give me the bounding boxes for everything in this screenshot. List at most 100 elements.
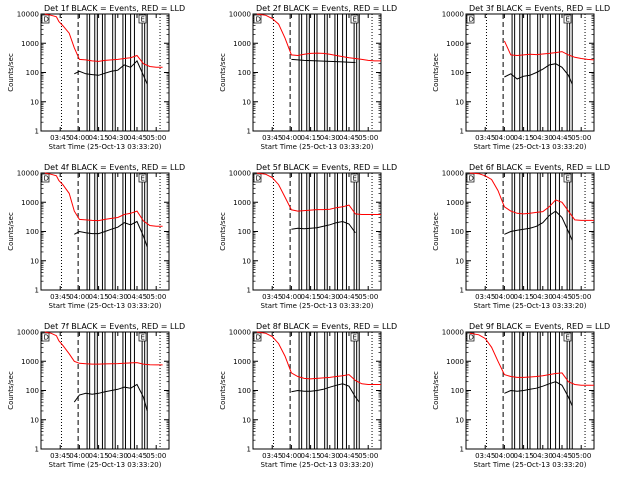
x-tick-label: 05:00 <box>571 452 591 460</box>
corner-box <box>253 173 262 183</box>
y-tick-label: 100 <box>238 387 251 395</box>
x-tick-label: 04:00 <box>69 293 89 301</box>
x-tick-label: 04:45 <box>339 452 359 460</box>
y-tick-label: 10000 <box>17 170 39 178</box>
y-tick-label: 10 <box>242 416 251 424</box>
corner-box <box>138 332 147 342</box>
corner-box <box>253 14 262 24</box>
x-tick-label: 03:45 <box>262 452 282 460</box>
x-tick-label: 04:15 <box>301 134 321 142</box>
y-tick-label: 100 <box>451 69 464 77</box>
y-tick-label: 1 <box>460 446 464 454</box>
y-tick-label: 10000 <box>17 329 39 337</box>
y-tick-label: 1000 <box>233 40 251 48</box>
x-tick-label: 03:45 <box>50 293 70 301</box>
corner-label: D <box>469 175 474 183</box>
y-tick-label: 10 <box>242 257 251 265</box>
y-tick-label: 10000 <box>442 170 464 178</box>
x-tick-label: 04:30 <box>320 452 340 460</box>
x-axis-label: Start Time (25-Oct-13 03:33:20) <box>474 461 587 469</box>
corner-box <box>350 173 359 183</box>
y-tick-label: 1000 <box>446 199 464 207</box>
x-tick-label: 03:45 <box>475 293 495 301</box>
x-tick-label: 04:30 <box>108 452 128 460</box>
y-axis-label: Counts/sec <box>219 212 227 251</box>
y-tick-label: 10000 <box>229 170 251 178</box>
x-tick-label: 04:15 <box>89 452 109 460</box>
events-series-line <box>504 63 573 85</box>
x-tick-label: 04:45 <box>552 134 572 142</box>
panel-title: Det 6f BLACK = Events, RED = LLD <box>469 163 610 172</box>
x-tick-label: 04:15 <box>89 134 109 142</box>
x-tick-label: 04:00 <box>494 134 514 142</box>
y-tick-label: 10 <box>30 416 39 424</box>
y-tick-label: 1 <box>247 446 251 454</box>
y-tick-label: 100 <box>26 387 39 395</box>
corner-label: E <box>353 175 357 183</box>
x-tick-label: 03:45 <box>50 134 70 142</box>
corner-box <box>138 173 147 183</box>
x-tick-label: 03:45 <box>262 134 282 142</box>
y-tick-label: 10 <box>242 98 251 106</box>
x-tick-label: 05:00 <box>358 452 378 460</box>
corner-label: E <box>353 16 357 24</box>
x-tick-label: 04:45 <box>339 134 359 142</box>
x-tick-label: 05:00 <box>146 134 166 142</box>
y-tick-label: 100 <box>238 228 251 236</box>
y-tick-label: 1000 <box>446 358 464 366</box>
panel-title: Det 1f BLACK = Events, RED = LLD <box>44 4 185 13</box>
y-tick-label: 1 <box>460 128 464 136</box>
corner-box <box>563 173 572 183</box>
lld-series-line <box>503 40 595 61</box>
y-axis-label: Counts/sec <box>7 53 15 92</box>
x-tick-label: 05:00 <box>358 134 378 142</box>
corner-box <box>350 14 359 24</box>
panel-title: Det 8f BLACK = Events, RED = LLD <box>256 322 397 331</box>
x-tick-label: 04:45 <box>339 293 359 301</box>
corner-label: D <box>469 16 474 24</box>
y-tick-label: 1000 <box>233 199 251 207</box>
events-series-line <box>504 210 573 241</box>
events-series-line <box>74 60 148 85</box>
x-tick-label: 05:00 <box>571 134 591 142</box>
lld-series-line <box>469 332 594 386</box>
lld-series-line <box>44 172 163 227</box>
corner-label: E <box>141 175 145 183</box>
y-axis-label: Counts/sec <box>432 371 440 410</box>
x-tick-label: 04:15 <box>514 134 534 142</box>
x-tick-label: 04:30 <box>320 293 340 301</box>
detector-panel: Det 4f BLACK = Events, RED = LLD 1 10 100 10… <box>7 163 185 310</box>
lld-series-line <box>469 172 594 221</box>
corner-box <box>350 332 359 342</box>
y-tick-label: 10 <box>30 98 39 106</box>
y-tick-label: 10000 <box>229 11 251 19</box>
x-tick-label: 04:30 <box>320 134 340 142</box>
corner-box <box>563 14 572 24</box>
events-series-line <box>73 383 148 412</box>
y-tick-label: 1 <box>35 287 39 295</box>
x-tick-label: 04:00 <box>69 134 89 142</box>
y-tick-label: 1 <box>460 287 464 295</box>
events-series-line <box>504 381 573 406</box>
lld-series-line <box>256 172 381 215</box>
corner-label: D <box>44 16 49 24</box>
corner-box <box>41 332 50 342</box>
y-tick-label: 10000 <box>17 11 39 19</box>
x-tick-label: 04:45 <box>552 452 572 460</box>
corner-label: D <box>256 334 261 342</box>
y-tick-label: 1000 <box>21 199 39 207</box>
corner-box <box>41 14 50 24</box>
y-tick-label: 1000 <box>21 40 39 48</box>
x-axis-label: Start Time (25-Oct-13 03:33:20) <box>474 302 587 310</box>
x-tick-label: 04:00 <box>281 293 301 301</box>
corner-box <box>138 14 147 24</box>
detector-panel: Det 9f BLACK = Events, RED = LLD 1 10 100 10… <box>432 322 610 469</box>
y-axis-label: Counts/sec <box>7 212 15 251</box>
x-tick-label: 04:15 <box>89 293 109 301</box>
y-tick-label: 1 <box>247 128 251 136</box>
x-tick-label: 04:00 <box>69 452 89 460</box>
x-axis-label: Start Time (25-Oct-13 03:33:20) <box>49 302 162 310</box>
x-tick-label: 04:00 <box>281 452 301 460</box>
corner-label: D <box>44 334 49 342</box>
